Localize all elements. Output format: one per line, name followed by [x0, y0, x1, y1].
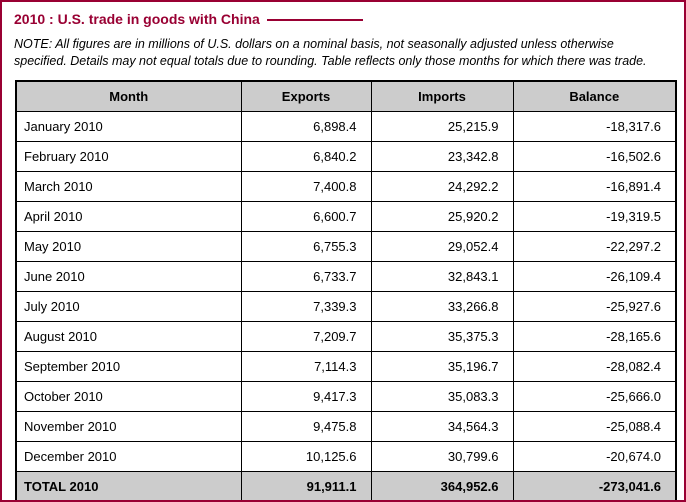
exports-cell: 6,733.7 — [240, 260, 372, 292]
table-row: October 2010 9,417.3 35,083.3 -25,666.0 — [15, 380, 677, 412]
month-cell: June 2010 — [15, 260, 242, 292]
month-cell: January 2010 — [15, 110, 242, 142]
table-row: December 2010 10,125.6 30,799.6 -20,674.0 — [15, 440, 677, 472]
imports-cell: 33,266.8 — [370, 290, 514, 322]
table-body: January 2010 6,898.4 25,215.9 -18,317.6 Febr… — [15, 110, 677, 472]
month-cell: May 2010 — [15, 230, 242, 262]
table-row: July 2010 7,339.3 33,266.8 -25,927.6 — [15, 290, 677, 322]
exports-cell: 6,600.7 — [240, 200, 372, 232]
exports-cell: 6,840.2 — [240, 140, 372, 172]
title-row: 2010 : U.S. trade in goods with China — [14, 11, 672, 27]
imports-cell: 25,215.9 — [370, 110, 514, 142]
month-cell: August 2010 — [15, 320, 242, 352]
balance-cell: -25,927.6 — [512, 290, 677, 322]
balance-cell: -16,891.4 — [512, 170, 677, 202]
total-exports-cell: 91,911.1 — [240, 470, 372, 500]
table-row: April 2010 6,600.7 25,920.2 -19,319.5 — [15, 200, 677, 232]
month-cell: October 2010 — [15, 380, 242, 412]
balance-cell: -25,666.0 — [512, 380, 677, 412]
table-row: February 2010 6,840.2 23,342.8 -16,502.6 — [15, 140, 677, 172]
column-header-month: Month — [15, 80, 242, 112]
balance-cell: -22,297.2 — [512, 230, 677, 262]
month-cell: April 2010 — [15, 200, 242, 232]
imports-cell: 30,799.6 — [370, 440, 514, 472]
table-header-row: Month Exports Imports Balance — [15, 80, 677, 112]
exports-cell: 7,209.7 — [240, 320, 372, 352]
total-balance-cell: -273,041.6 — [512, 470, 677, 500]
balance-cell: -19,319.5 — [512, 200, 677, 232]
balance-cell: -25,088.4 — [512, 410, 677, 442]
balance-cell: -18,317.6 — [512, 110, 677, 142]
balance-cell: -20,674.0 — [512, 440, 677, 472]
exports-cell: 9,417.3 — [240, 380, 372, 412]
total-imports-cell: 364,952.6 — [370, 470, 514, 500]
month-cell: September 2010 — [15, 350, 242, 382]
exports-cell: 6,898.4 — [240, 110, 372, 142]
trade-table: Month Exports Imports Balance January 20… — [15, 79, 677, 500]
exports-cell: 6,755.3 — [240, 230, 372, 262]
table-row: January 2010 6,898.4 25,215.9 -18,317.6 — [15, 110, 677, 142]
month-cell: December 2010 — [15, 440, 242, 472]
imports-cell: 23,342.8 — [370, 140, 514, 172]
imports-cell: 34,564.3 — [370, 410, 514, 442]
exports-cell: 7,114.3 — [240, 350, 372, 382]
balance-cell: -28,082.4 — [512, 350, 677, 382]
table-total-row: TOTAL 2010 91,911.1 364,952.6 -273,041.6 — [15, 470, 677, 500]
table-row: May 2010 6,755.3 29,052.4 -22,297.2 — [15, 230, 677, 262]
month-cell: March 2010 — [15, 170, 242, 202]
imports-cell: 35,196.7 — [370, 350, 514, 382]
imports-cell: 35,375.3 — [370, 320, 514, 352]
total-label-cell: TOTAL 2010 — [15, 470, 242, 500]
table-row: August 2010 7,209.7 35,375.3 -28,165.6 — [15, 320, 677, 352]
imports-cell: 32,843.1 — [370, 260, 514, 292]
column-header-balance: Balance — [512, 80, 677, 112]
imports-cell: 35,083.3 — [370, 380, 514, 412]
title-rule — [266, 19, 363, 21]
table-row: November 2010 9,475.8 34,564.3 -25,088.4 — [15, 410, 677, 442]
imports-cell: 29,052.4 — [370, 230, 514, 262]
balance-cell: -28,165.6 — [512, 320, 677, 352]
note-text: NOTE: All figures are in millions of U.S… — [14, 37, 647, 68]
column-header-imports: Imports — [370, 80, 514, 112]
column-header-exports: Exports — [240, 80, 372, 112]
table-row: September 2010 7,114.3 35,196.7 -28,082.4 — [15, 350, 677, 382]
balance-cell: -16,502.6 — [512, 140, 677, 172]
month-cell: July 2010 — [15, 290, 242, 322]
month-cell: February 2010 — [15, 140, 242, 172]
exports-cell: 7,339.3 — [240, 290, 372, 322]
table-row: March 2010 7,400.8 24,292.2 -16,891.4 — [15, 170, 677, 202]
imports-cell: 25,920.2 — [370, 200, 514, 232]
page-title: 2010 : U.S. trade in goods with China — [14, 11, 260, 27]
month-cell: November 2010 — [15, 410, 242, 442]
exports-cell: 9,475.8 — [240, 410, 372, 442]
balance-cell: -26,109.4 — [512, 260, 677, 292]
imports-cell: 24,292.2 — [370, 170, 514, 202]
table-row: June 2010 6,733.7 32,843.1 -26,109.4 — [15, 260, 677, 292]
exports-cell: 7,400.8 — [240, 170, 372, 202]
exports-cell: 10,125.6 — [240, 440, 372, 472]
